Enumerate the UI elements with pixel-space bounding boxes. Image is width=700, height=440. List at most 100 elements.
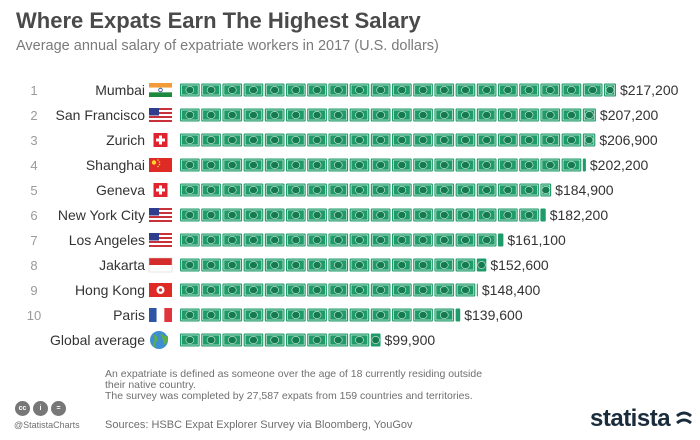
dollar-bill-icon xyxy=(307,308,327,322)
dollar-bill-icon xyxy=(264,283,285,297)
dollar-bill-icon xyxy=(222,308,243,322)
dollar-bill-icon xyxy=(370,208,391,222)
bar-row: 3 Zurich $206,900 xyxy=(30,132,658,148)
dollar-bill-icon xyxy=(519,108,539,122)
bar xyxy=(180,283,478,297)
dollar-bill-icon xyxy=(201,258,221,272)
bar xyxy=(180,183,552,197)
dollar-bill-icon xyxy=(561,158,582,172)
dollar-bill-icon xyxy=(413,308,433,322)
dollar-bill-icon xyxy=(243,158,264,172)
dollar-bill-icon xyxy=(328,108,349,122)
bar xyxy=(180,308,461,322)
dollar-bill-icon xyxy=(201,283,221,297)
dollar-bill-icon xyxy=(476,258,487,272)
dollar-bill-icon xyxy=(370,183,391,197)
data-label: $139,600 xyxy=(464,307,523,323)
dollar-bill-icon xyxy=(222,208,243,222)
category-label: Jakarta xyxy=(99,257,145,273)
rank-label: 1 xyxy=(30,83,37,98)
bar-row: 10 Paris $139,600 xyxy=(27,307,523,323)
dollar-bill-icon xyxy=(328,258,349,272)
dollar-bill-icon xyxy=(349,133,370,147)
statista-logo-wave-icon xyxy=(676,411,692,425)
dollar-bill-icon xyxy=(307,83,327,97)
dollar-bill-icon xyxy=(434,158,455,172)
dollar-bill-icon xyxy=(434,308,455,322)
rank-label: 5 xyxy=(30,183,37,198)
dollar-bill-icon xyxy=(413,183,433,197)
bar xyxy=(180,333,381,347)
dollar-bill-icon xyxy=(392,208,412,222)
dollar-bill-icon xyxy=(455,233,476,247)
dollar-bill-icon xyxy=(264,208,285,222)
dollar-bill-icon xyxy=(476,233,497,247)
dollar-bill-icon xyxy=(561,108,582,122)
statista-credit: @StatistaCharts xyxy=(14,420,80,430)
dollar-bill-icon xyxy=(222,183,243,197)
dollar-bill-icon xyxy=(455,208,476,222)
dollar-bill-icon xyxy=(307,258,327,272)
dollar-bill-icon xyxy=(434,258,455,272)
dollar-bill-icon xyxy=(392,83,412,97)
dollar-bill-icon xyxy=(498,133,518,147)
dollar-bill-icon xyxy=(264,183,285,197)
dollar-bill-icon xyxy=(243,133,264,147)
dollar-bill-icon xyxy=(476,183,497,197)
dollar-bill-icon xyxy=(582,133,596,147)
dollar-bill-icon xyxy=(286,83,306,97)
rank-label: 6 xyxy=(30,208,37,223)
dollar-bill-icon xyxy=(392,308,412,322)
chart-subtitle: Average annual salary of expatriate work… xyxy=(16,38,439,54)
dollar-bill-icon xyxy=(307,333,327,347)
dollar-bill-icon xyxy=(392,108,412,122)
dollar-bill-icon xyxy=(349,158,370,172)
source-note: Sources: HSBC Expat Explorer Survey via … xyxy=(105,419,413,431)
dollar-bill-icon xyxy=(286,208,306,222)
dollar-bill-icon xyxy=(476,158,497,172)
dollar-bill-icon xyxy=(434,133,455,147)
footnote: An expatriate is defined as someone over… xyxy=(105,368,485,403)
dollar-bill-icon xyxy=(307,108,327,122)
usa-flag-icon xyxy=(149,233,172,247)
dollar-bill-icon xyxy=(222,83,243,97)
rank-label: 8 xyxy=(30,258,37,273)
bar-row: 8 Jakarta $152,600 xyxy=(30,257,549,273)
dollar-bill-icon xyxy=(349,308,370,322)
dollar-bill-icon xyxy=(264,133,285,147)
dollar-bill-icon xyxy=(286,183,306,197)
dollar-bill-icon xyxy=(307,233,327,247)
dollar-bill-icon xyxy=(328,158,349,172)
dollar-bill-icon xyxy=(222,133,243,147)
dollar-bill-icon xyxy=(328,133,349,147)
dollar-bill-icon xyxy=(286,158,306,172)
dollar-bill-icon xyxy=(243,333,264,347)
dollar-bill-icon xyxy=(413,83,433,97)
dollar-bill-icon xyxy=(180,158,200,172)
dollar-bill-icon xyxy=(180,83,200,97)
dollar-bill-icon xyxy=(540,133,561,147)
switzerland-flag-icon xyxy=(153,133,168,147)
dollar-bill-icon xyxy=(243,258,264,272)
dollar-bill-icon xyxy=(180,333,200,347)
dollar-bill-icon xyxy=(413,233,433,247)
attribution-icon: i xyxy=(33,401,48,416)
dollar-bill-icon xyxy=(434,233,455,247)
dollar-bill-icon xyxy=(370,258,391,272)
dollar-bill-icon xyxy=(243,108,264,122)
dollar-bill-icon xyxy=(455,183,476,197)
dollar-bill-icon xyxy=(349,183,370,197)
dollar-bill-icon xyxy=(413,208,433,222)
dollar-bill-icon xyxy=(349,83,370,97)
dollar-bill-icon xyxy=(222,233,243,247)
dollar-bill-icon xyxy=(498,83,518,97)
bar-row: 2 San Francisco $207,200 xyxy=(30,107,658,123)
dollar-bill-icon xyxy=(286,233,306,247)
dollar-bill-icon xyxy=(328,283,349,297)
bar xyxy=(180,233,504,247)
dollar-bill-icon xyxy=(349,333,370,347)
dollar-bill-icon xyxy=(264,108,285,122)
dollar-bill-icon xyxy=(264,308,285,322)
dollar-bill-icon xyxy=(370,233,391,247)
dollar-bill-icon xyxy=(286,333,306,347)
